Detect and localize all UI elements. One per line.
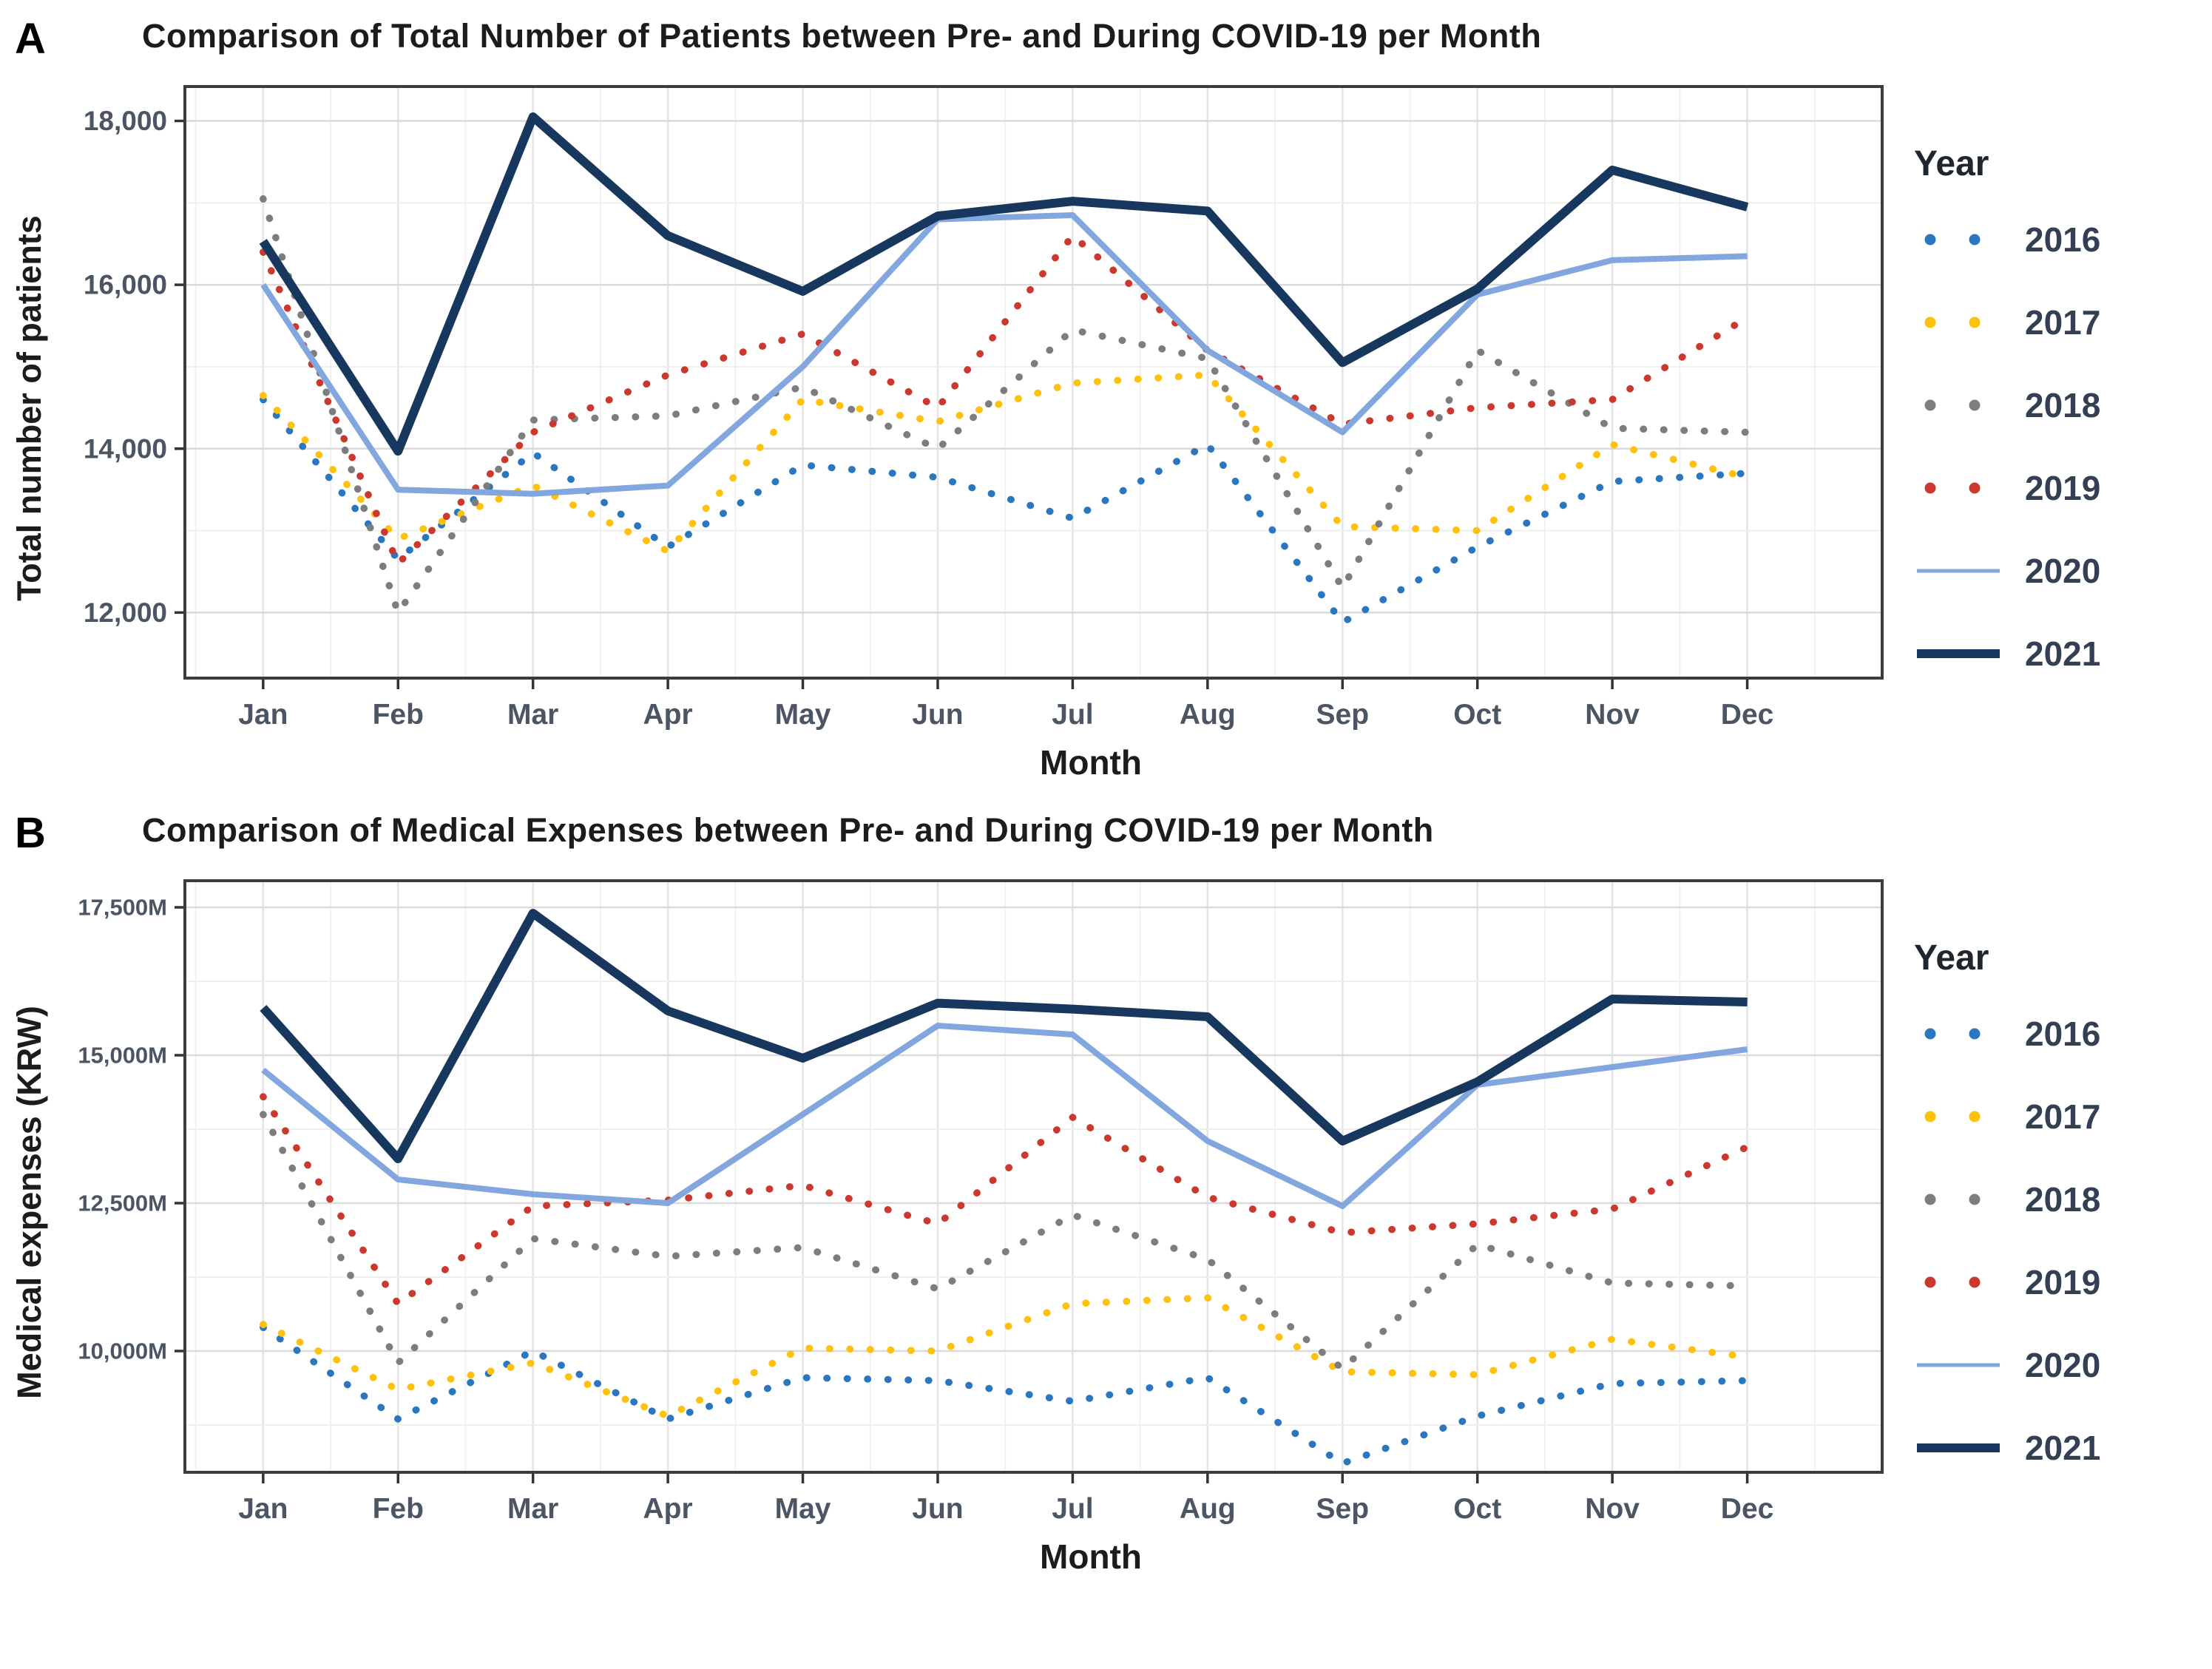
legend-item-2018: 2018	[1914, 1179, 2189, 1219]
svg-text:May: May	[775, 699, 831, 731]
svg-text:15,000M: 15,000M	[78, 1043, 167, 1069]
patients-y-axis-label-wrap: Total number of patients	[0, 75, 59, 741]
legend-label-2016: 2016	[2025, 1014, 2101, 1053]
legend-key-2016-dotted-icon	[1924, 1028, 1981, 1039]
svg-text:Jan: Jan	[238, 1493, 288, 1525]
legend-item-2020: 2020	[1914, 1345, 2189, 1385]
svg-text:Sep: Sep	[1316, 1493, 1370, 1525]
svg-text:Nov: Nov	[1585, 1493, 1640, 1525]
expenses-x-axis-label: Month	[1040, 1537, 1142, 1576]
svg-text:Sep: Sep	[1316, 699, 1370, 731]
panel-patients: A Comparison of Total Number of Patients…	[0, 7, 2212, 788]
legend-key-2020-line-icon	[1917, 1363, 2000, 1367]
svg-text:12,000: 12,000	[84, 597, 167, 628]
legend-key-2018-dotted-icon	[1924, 399, 1981, 410]
legend-item-2016: 2016	[1914, 1014, 2189, 1054]
legend-key-2018-dotted-icon	[1924, 1194, 1981, 1205]
legend-label-2016: 2016	[2025, 220, 2101, 259]
svg-text:Dec: Dec	[1721, 1493, 1774, 1525]
legend-item-2019: 2019	[1914, 1262, 2189, 1302]
svg-text:10,000M: 10,000M	[78, 1338, 167, 1364]
patients-x-axis-label-wrap: Month	[59, 742, 2008, 788]
svg-text:Apr: Apr	[643, 1493, 693, 1525]
svg-text:Oct: Oct	[1453, 699, 1501, 731]
svg-text:Jan: Jan	[238, 699, 288, 731]
svg-text:Aug: Aug	[1180, 1493, 1236, 1525]
svg-text:Feb: Feb	[373, 699, 424, 731]
svg-text:Oct: Oct	[1453, 1493, 1501, 1525]
legend-label-2019: 2019	[2025, 1262, 2101, 1301]
legend-label-2018: 2018	[2025, 1179, 2101, 1219]
legend-item-2017: 2017	[1914, 1097, 2189, 1137]
panel-expenses-header: B Comparison of Medical Expenses between…	[0, 802, 2212, 870]
patients-y-axis-label: Total number of patients	[10, 215, 48, 601]
legend-key-2021-line-icon	[1917, 1443, 2000, 1452]
svg-text:Jun: Jun	[912, 699, 963, 731]
legend-key-2017-dotted-icon	[1924, 316, 1981, 328]
patients-legend-items: 2016 2017 2018 2019 2020 2021	[1914, 220, 2189, 674]
svg-text:May: May	[775, 1493, 831, 1525]
panel-expenses-body: Medical expenses (KRW) 17,500M 15,000M 12,…	[0, 870, 2212, 1535]
panel-letter-b: B	[15, 809, 46, 857]
expenses-legend-title: Year	[1914, 938, 1989, 978]
svg-text:Nov: Nov	[1585, 699, 1640, 731]
legend-label-2019: 2019	[2025, 468, 2101, 507]
panel-expenses: B Comparison of Medical Expenses between…	[0, 802, 2212, 1582]
legend-label-2017: 2017	[2025, 1097, 2101, 1136]
legend-label-2020: 2020	[2025, 551, 2101, 590]
svg-text:Jun: Jun	[912, 1493, 963, 1525]
legend-key-2016-dotted-icon	[1924, 234, 1981, 245]
svg-text:18,000: 18,000	[84, 106, 167, 136]
expenses-y-axis-label: Medical expenses (KRW)	[10, 1006, 49, 1399]
expenses-y-axis-label-wrap: Medical expenses (KRW)	[0, 870, 59, 1535]
panel-patients-header: A Comparison of Total Number of Patients…	[0, 7, 2212, 75]
legend-label-2021: 2021	[2025, 1428, 2101, 1467]
patients-legend: Year 2016 2017 2018 2019 2020 2021	[1893, 75, 2189, 741]
svg-text:16,000: 16,000	[84, 270, 167, 300]
legend-key-2020-line-icon	[1917, 569, 2000, 572]
legend-item-2021: 2021	[1914, 1428, 2189, 1468]
expenses-legend-items: 2016 2017 2018 2019 2020 2021	[1914, 1014, 2189, 1468]
legend-item-2019: 2019	[1914, 468, 2189, 508]
expenses-chart-title: Comparison of Medical Expenses between P…	[142, 811, 1434, 849]
legend-item-2021: 2021	[1914, 634, 2189, 674]
svg-text:Dec: Dec	[1721, 699, 1774, 731]
legend-item-2018: 2018	[1914, 385, 2189, 425]
svg-text:Aug: Aug	[1180, 699, 1236, 731]
legend-key-2019-dotted-icon	[1924, 1276, 1981, 1287]
svg-text:Mar: Mar	[507, 1493, 558, 1525]
legend-item-2017: 2017	[1914, 302, 2189, 342]
expenses-legend: Year 2016 2017 2018 2019 2020 2021	[1893, 870, 2189, 1535]
patients-legend-title: Year	[1914, 143, 1989, 183]
legend-key-2019-dotted-icon	[1924, 482, 1981, 493]
panel-letter-a: A	[15, 15, 46, 63]
svg-text:Apr: Apr	[643, 699, 693, 731]
expenses-x-axis-label-wrap: Month	[59, 1537, 2008, 1582]
patients-chart-title: Comparison of Total Number of Patients b…	[142, 17, 1542, 55]
legend-label-2018: 2018	[2025, 385, 2101, 424]
expenses-chart-svg: 17,500M 15,000M 12,500M 10,000M Jan Feb Mar Apr…	[59, 870, 1893, 1535]
legend-key-2017-dotted-icon	[1924, 1111, 1981, 1122]
svg-text:Jul: Jul	[1052, 1493, 1093, 1525]
legend-label-2021: 2021	[2025, 634, 2101, 673]
svg-text:Mar: Mar	[507, 699, 558, 731]
svg-text:14,000: 14,000	[84, 433, 167, 464]
legend-label-2017: 2017	[2025, 302, 2101, 342]
patients-chart-svg: 18,000 16,000 14,000 12,000 Jan Feb Mar Apr May J…	[59, 75, 1893, 741]
svg-text:Feb: Feb	[373, 1493, 424, 1525]
svg-text:17,500M: 17,500M	[78, 895, 167, 921]
patients-x-axis-label: Month	[1040, 743, 1142, 782]
legend-label-2020: 2020	[2025, 1345, 2101, 1384]
svg-text:Jul: Jul	[1052, 699, 1093, 731]
svg-text:12,500M: 12,500M	[78, 1191, 167, 1216]
legend-item-2020: 2020	[1914, 551, 2189, 591]
legend-key-2021-line-icon	[1917, 649, 2000, 658]
panel-patients-body: Total number of patients 18,000 16,000 14,…	[0, 75, 2212, 741]
legend-item-2016: 2016	[1914, 220, 2189, 260]
